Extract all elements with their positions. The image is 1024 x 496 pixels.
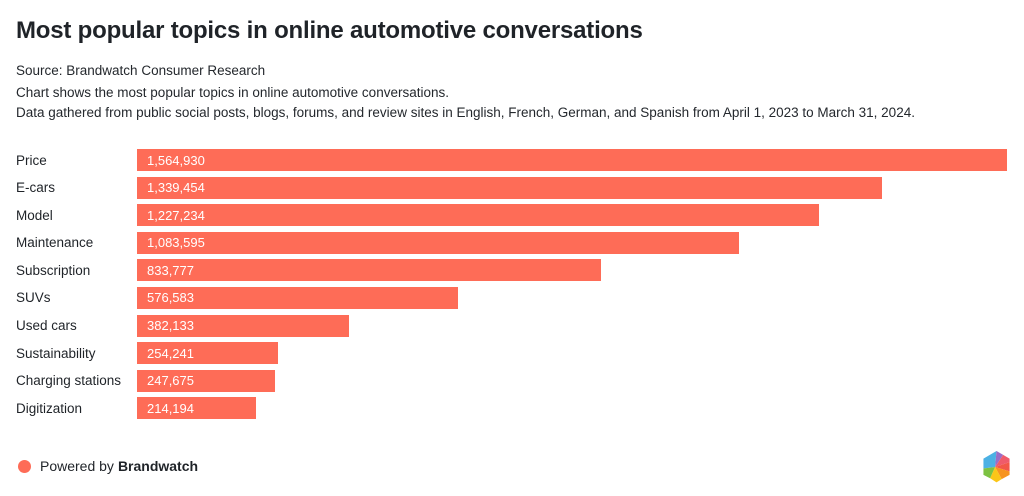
chart-row: Sustainability 254,241	[16, 342, 1007, 365]
bar-track: 833,777	[137, 259, 1007, 282]
bar[interactable]: 1,339,454	[137, 176, 882, 199]
category-label: Subscription	[16, 262, 91, 278]
bar[interactable]: 1,227,234	[137, 204, 820, 227]
bar-track: 1,083,595	[137, 231, 1007, 254]
chart-row: E-cars 1,339,454	[16, 176, 1007, 199]
bar-track: 247,675	[137, 369, 1007, 392]
category-label: E-cars	[16, 180, 56, 196]
bar-track: 254,241	[137, 342, 1007, 365]
bar-value-label: 833,777	[147, 262, 194, 278]
category-label: Model	[16, 207, 53, 223]
chart-header: Most popular topics in online automotive…	[16, 17, 1008, 123]
bar[interactable]: 1,564,930	[137, 149, 1007, 171]
category-label: Sustainability	[16, 345, 96, 361]
bar-value-label: 1,564,930	[147, 152, 205, 168]
bar-value-label: 576,583	[147, 290, 194, 306]
bar[interactable]: 576,583	[137, 286, 458, 309]
bar[interactable]: 214,194	[137, 397, 257, 420]
bar-value-label: 382,133	[147, 318, 194, 334]
chart-row: SUVs 576,583	[16, 286, 1007, 309]
powered-by-footer: Powered by Brandwatch	[18, 458, 198, 474]
category-label: Used cars	[16, 318, 77, 334]
category-label: Digitization	[16, 400, 83, 416]
bar[interactable]: 1,083,595	[137, 231, 740, 254]
chart-row: Digitization 214,194	[16, 397, 1007, 420]
bar[interactable]: 254,241	[137, 342, 279, 365]
bar-track: 214,194	[137, 397, 1007, 420]
category-label: SUVs	[16, 290, 51, 306]
chart-description: Chart shows the most popular topics in o…	[16, 83, 1008, 123]
source-line: Source: Brandwatch Consumer Research	[16, 63, 266, 78]
chart-row: Charging stations 247,675	[16, 369, 1007, 392]
bar-track: 1,339,454	[137, 176, 1007, 199]
bar-chart: Price 1,564,930 E-cars 1,339,454 Model 1…	[16, 149, 1007, 425]
bar-value-label: 247,675	[147, 373, 194, 389]
chart-row: Maintenance 1,083,595	[16, 231, 1007, 254]
bar-track: 1,227,234	[137, 204, 1007, 227]
bar-track: 576,583	[137, 286, 1007, 309]
chart-row: Model 1,227,234	[16, 204, 1007, 227]
chart-row: Price 1,564,930	[16, 149, 1007, 171]
bar-track: 382,133	[137, 314, 1007, 337]
brandwatch-hexagon-logo-icon	[983, 451, 1010, 483]
bar-value-label: 1,227,234	[147, 207, 205, 223]
brand-dot-icon	[18, 459, 31, 473]
bar[interactable]: 247,675	[137, 369, 275, 392]
chart-description-line1: Chart shows the most popular topics in o…	[16, 85, 449, 100]
page-title: Most popular topics in online automotive…	[16, 17, 643, 44]
bar-value-label: 1,339,454	[147, 180, 205, 196]
chart-row: Used cars 382,133	[16, 314, 1007, 337]
chart-description-line2: Data gathered from public social posts, …	[16, 105, 915, 120]
powered-by-text: Powered by Brandwatch	[40, 458, 198, 474]
category-label: Charging stations	[16, 373, 122, 389]
category-label: Maintenance	[16, 235, 94, 251]
bar-value-label: 254,241	[147, 345, 194, 361]
bar-value-label: 214,194	[147, 400, 194, 416]
bar[interactable]: 382,133	[137, 314, 350, 337]
bar-track: 1,564,930	[137, 149, 1007, 171]
brand-name: Brandwatch	[117, 458, 199, 474]
bar[interactable]: 833,777	[137, 259, 601, 282]
category-label: Price	[16, 152, 47, 168]
bar-value-label: 1,083,595	[147, 235, 205, 251]
powered-by-prefix: Powered by	[40, 458, 114, 474]
chart-row: Subscription 833,777	[16, 259, 1007, 282]
